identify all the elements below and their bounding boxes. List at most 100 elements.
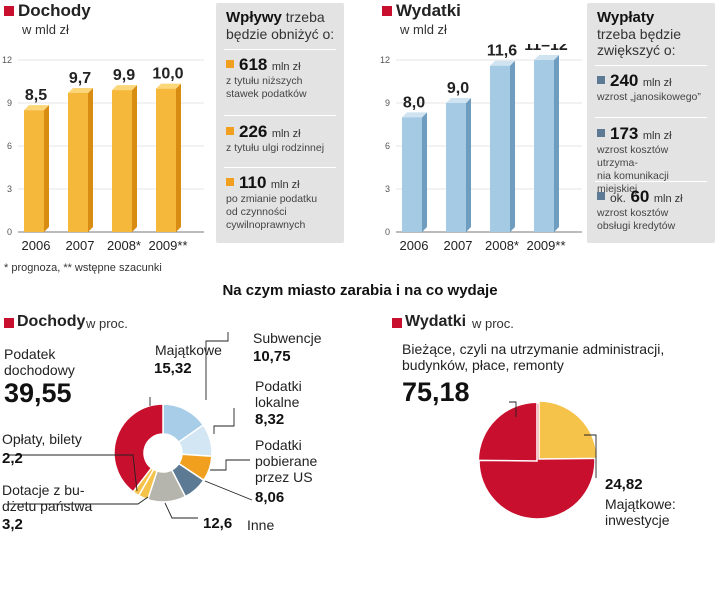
leader-line	[204, 480, 253, 501]
income-bar-top	[112, 85, 137, 91]
y-tick-label: 0	[385, 227, 390, 237]
value-inne: 12,6	[203, 515, 233, 532]
expense-bar	[402, 117, 422, 232]
value-biezace: 75,18	[402, 377, 470, 407]
expenses-increase-panel: Wypłaty trzeba będzie zwiększyć o: 240 m…	[587, 3, 715, 243]
income-bar-side	[176, 83, 181, 232]
expenses-panel-title: Wypłaty trzeba będzie zwiększyć o:	[597, 9, 682, 59]
expense-bar	[534, 60, 554, 232]
y-tick-label: 0	[7, 227, 12, 237]
expense-x-tick-label: 2009**	[526, 238, 565, 253]
y-tick-label: 6	[7, 141, 12, 151]
income-unit: w mld zł	[22, 22, 69, 37]
bullet-square-icon	[597, 129, 605, 137]
income-panel-item: 110 mln zł po zmianie podatku od czynnoś…	[226, 173, 318, 231]
income-title: Dochody	[18, 1, 91, 20]
income-bar-side	[132, 85, 137, 232]
expenses-panel-item: ok. 60 mln zł wzrost kosztów obsługi kre…	[597, 187, 683, 232]
income-bar-value-label: 10,0	[152, 66, 183, 83]
income-bar	[112, 90, 132, 232]
leader-line	[584, 434, 597, 478]
value-podatki-pobierane: 8,06	[255, 489, 285, 506]
expense-bar-value-label: 9,0	[447, 80, 469, 97]
expense-pie-chart	[478, 400, 598, 520]
expense-x-tick-label: 2006	[400, 238, 429, 253]
income-bar	[68, 92, 88, 232]
expense-bar-top	[402, 112, 427, 118]
income-bar-side	[88, 87, 93, 232]
expense-bar-top	[490, 60, 515, 66]
expense-bar-top	[446, 98, 471, 103]
footnote: * prognoza, ** wstępne szacunki	[4, 262, 162, 274]
expense-pie-unit: w proc.	[472, 316, 514, 331]
expense-bar-side	[422, 112, 427, 232]
expense-pie-slice	[538, 400, 598, 460]
value-majatkowe: 15,32	[154, 360, 192, 377]
income-marker	[4, 6, 14, 16]
label-subwencje: Subwencje	[253, 330, 322, 346]
income-pie-unit: w proc.	[86, 316, 128, 331]
label-podatki-pobierane: Podatki pobierane przez US	[255, 437, 318, 485]
income-x-tick-label: 2006	[22, 238, 51, 253]
label-podatek-dochodowy: Podatek dochodowy	[4, 346, 75, 378]
y-tick-label: 3	[385, 184, 390, 194]
bullet-square-icon	[597, 192, 605, 200]
leader-line	[213, 408, 235, 434]
expense-bar-side	[510, 60, 515, 232]
value-subwencje: 10,75	[253, 348, 291, 365]
bullet-square-icon	[226, 127, 234, 135]
income-bar-top	[24, 105, 49, 111]
y-tick-label: 12	[2, 55, 12, 65]
income-bar-top	[68, 87, 93, 93]
value-podatki-lokalne: 8,32	[255, 411, 285, 428]
leader-line	[509, 401, 517, 417]
expense-bar	[490, 65, 510, 232]
expense-bar-value-label: 11–12	[524, 44, 568, 54]
expense-x-tick-label: 2008*	[485, 238, 519, 253]
value-dotacje: 3,2	[2, 516, 23, 533]
income-panel-item: 618 mln zł z tytułu niższych stawek poda…	[226, 55, 307, 100]
label-dotacje: Dotacje z bu-dżetu państwa	[2, 482, 93, 514]
income-bar	[156, 88, 176, 232]
leader-line	[210, 459, 250, 471]
expense-bar-value-label: 11,6	[487, 44, 517, 60]
y-tick-label: 12	[380, 55, 390, 65]
income-x-tick-label: 2009**	[148, 238, 187, 253]
expense-bar	[446, 103, 466, 232]
label-biezace: Bieżące, czyli na utrzymanie administrac…	[402, 341, 665, 373]
income-bar-value-label: 8,5	[25, 87, 47, 104]
income-bar-side	[44, 105, 49, 232]
value-oplaty-bilety: 2,2	[2, 450, 23, 467]
income-pie-title: Dochody	[17, 313, 86, 330]
leader-line	[8, 496, 149, 505]
expenses-panel-item: 240 mln zł wzrost „janosikowego”	[597, 71, 701, 103]
label-inne: Inne	[247, 517, 275, 533]
main-title: Na czym miasto zarabia i na co wydaje	[222, 282, 498, 299]
expenses-panel-item: 173 mln zł wzrost kosztów utrzyma- nia k…	[597, 124, 672, 195]
expense-pie-marker	[392, 318, 402, 328]
y-tick-label: 9	[7, 98, 12, 108]
y-tick-label: 6	[385, 141, 390, 151]
y-tick-label: 9	[385, 98, 390, 108]
label-majatkowe: Majątkowe	[155, 342, 222, 358]
income-panel-item: 226 mln zł z tytułu ulgi rodzinnej	[226, 122, 325, 154]
income-panel-title: Wpływy trzeba będzie obniżyć o:	[226, 9, 335, 42]
expenses-bar-chart: 0 3 6 9 12 8,0 2006 9,0 2007 11,6 2008* 11–12 2009**	[380, 44, 582, 253]
leader-line	[205, 332, 229, 400]
bullet-square-icon	[597, 76, 605, 84]
leader-line	[164, 502, 198, 519]
label-oplaty-bilety: Opłaty, bilety	[2, 431, 82, 447]
expense-bar-side	[466, 98, 471, 232]
value-majatkowe-inwestycje: 24,82	[605, 476, 643, 493]
bullet-square-icon	[226, 178, 234, 186]
expenses-unit: w mld zł	[400, 22, 447, 37]
bullet-square-icon	[226, 60, 234, 68]
leader-line	[8, 454, 138, 492]
income-pie-slice	[113, 403, 164, 493]
y-tick-label: 3	[7, 184, 12, 194]
income-reduction-panel: Wpływy trzeba będzie obniżyć o: 618 mln …	[216, 3, 344, 243]
income-bar	[24, 110, 44, 232]
income-bar-chart: 0 3 6 9 12 8,5 2006 9,7 2007 9,9 2008* 10,0 2009**	[2, 55, 204, 253]
label-majatkowe-inwestycje: Majątkowe: inwestycje	[605, 496, 676, 528]
income-x-tick-label: 2008*	[107, 238, 141, 253]
